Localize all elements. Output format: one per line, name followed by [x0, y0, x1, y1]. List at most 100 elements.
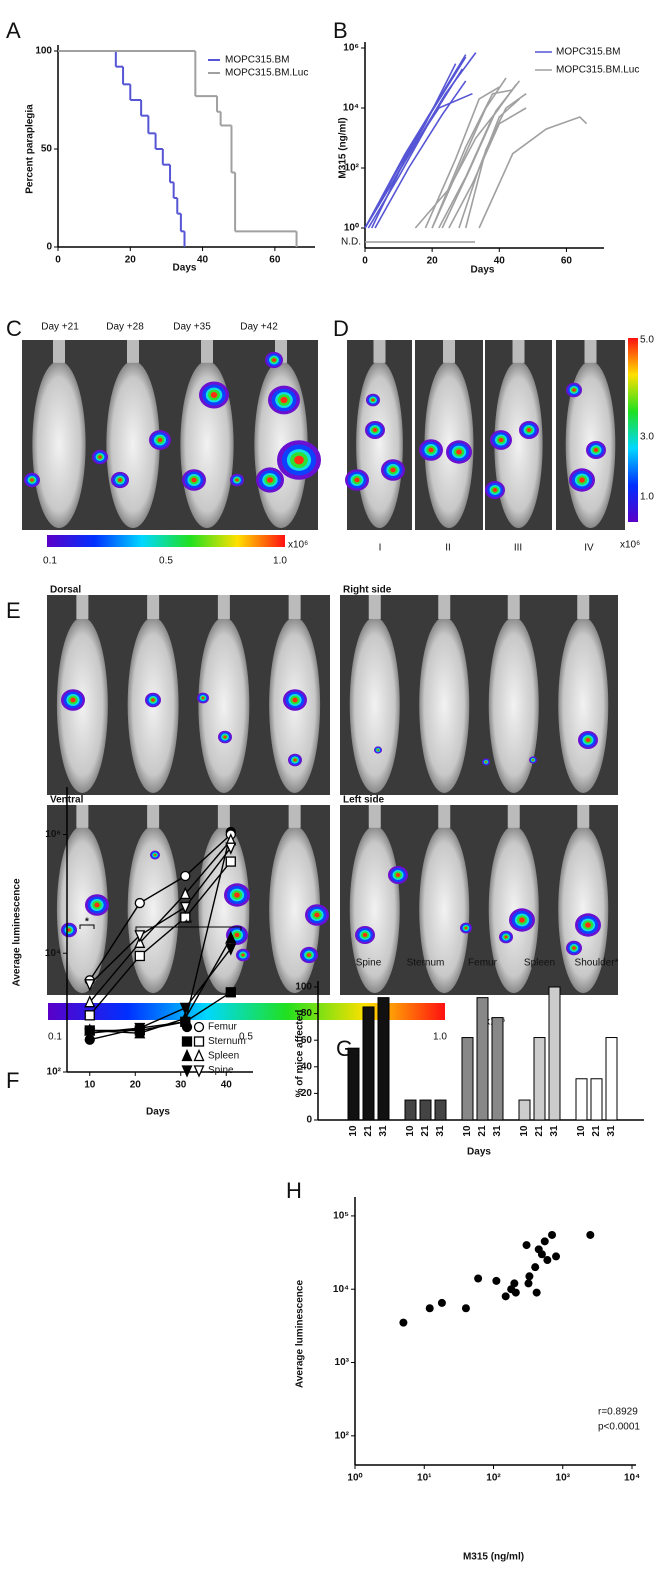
signal [241, 953, 245, 957]
bar [590, 1078, 603, 1121]
signal [428, 447, 434, 453]
bar [518, 1099, 531, 1121]
mouse [56, 825, 108, 994]
group-label: Sternum [407, 958, 445, 969]
x-tick-label: 10³ [556, 1473, 571, 1484]
x-tick-label: 10 [519, 1125, 530, 1137]
x-tick-label: 0 [362, 256, 368, 267]
point [531, 1263, 540, 1272]
signal [234, 932, 240, 938]
bar [533, 1037, 546, 1121]
label: Dorsal [50, 585, 81, 596]
marker [179, 1011, 191, 1024]
x-tick-label: 21 [534, 1125, 545, 1137]
marker [225, 987, 236, 998]
x-tick-label: 31 [378, 1125, 389, 1137]
mouse [349, 617, 400, 793]
nose-cone [53, 340, 65, 363]
marker [193, 1048, 205, 1062]
bar [476, 997, 489, 1121]
y-tick-label: 10⁶ [45, 829, 61, 840]
point [510, 1279, 519, 1288]
signal [372, 428, 378, 432]
y-tick-label: 10⁴ [45, 948, 61, 959]
signal [362, 933, 368, 937]
signal [223, 735, 227, 739]
x-tick-label: 10 [84, 1080, 96, 1091]
label: Right side [343, 585, 392, 596]
y-tick-label: 60 [301, 1035, 313, 1046]
label: x10⁶ [620, 540, 640, 551]
marker [84, 1028, 96, 1041]
signal [293, 758, 297, 762]
y-axis-label: Percent paraplegia [25, 104, 36, 194]
x-axis-label: Days [173, 263, 197, 274]
signal [307, 953, 311, 957]
point [548, 1230, 557, 1239]
y-tick-label: 20 [301, 1088, 313, 1099]
nose-cone [507, 805, 520, 828]
legend-label: MOPC315.BM [225, 55, 289, 66]
nose-cone [288, 805, 301, 828]
signal [390, 467, 396, 473]
bar [575, 1078, 588, 1121]
y-tick-label: 10² [345, 163, 360, 174]
y-tick-label: 10² [335, 1430, 350, 1441]
x-axis-label: Days [467, 1147, 491, 1158]
marker [134, 1022, 146, 1036]
marker [193, 1036, 205, 1047]
marker [134, 930, 146, 943]
nose-cone [201, 340, 213, 363]
annotation: * [85, 917, 89, 928]
images [22, 338, 638, 1020]
bracket [135, 926, 242, 931]
annotation: p<0.0001 [598, 1422, 640, 1433]
x-axis-label: M315 (ng/ml) [463, 1552, 524, 1563]
panel-letter: B [333, 18, 348, 43]
marker [179, 901, 191, 915]
point [532, 1288, 541, 1297]
mouse [349, 825, 400, 994]
signal [354, 477, 360, 483]
marker [134, 897, 145, 909]
signal [98, 455, 102, 459]
label: 3.0 [640, 432, 654, 443]
point [524, 1279, 533, 1288]
x-tick-label: 31 [606, 1125, 617, 1137]
marker [225, 856, 236, 867]
series-line [441, 80, 521, 229]
mouse [558, 617, 609, 793]
y-tick-label: 10⁴ [343, 103, 359, 114]
y-tick-label: 0 [306, 1115, 312, 1126]
label: III [514, 543, 522, 554]
signal [395, 873, 401, 877]
annotation: r=0.8929 [598, 1407, 638, 1418]
marker [180, 870, 191, 882]
panel-letter: H [286, 1178, 302, 1203]
point [525, 1272, 534, 1281]
label: 1.0 [433, 1032, 447, 1043]
signal [201, 696, 205, 700]
x-tick-label: 31 [435, 1125, 446, 1137]
marker [193, 1065, 205, 1078]
point [437, 1298, 446, 1307]
series-line [89, 839, 232, 1003]
marker [225, 931, 237, 944]
nose-cone [76, 805, 89, 828]
signal [585, 738, 591, 742]
series-line [458, 98, 520, 229]
series-line [478, 116, 588, 229]
y-tick-label: 10⁶ [343, 43, 359, 54]
nose-cone [288, 595, 301, 619]
label: 1.0 [640, 492, 654, 503]
bar [461, 1037, 474, 1121]
label: Day +21 [41, 322, 79, 333]
bar [377, 997, 390, 1121]
signal [579, 477, 585, 483]
mouse [494, 360, 543, 529]
legend-label: MOPC315.BM.Luc [556, 65, 639, 76]
x-tick-label: 21 [591, 1125, 602, 1137]
marker [181, 1048, 193, 1062]
mouse [198, 617, 250, 793]
